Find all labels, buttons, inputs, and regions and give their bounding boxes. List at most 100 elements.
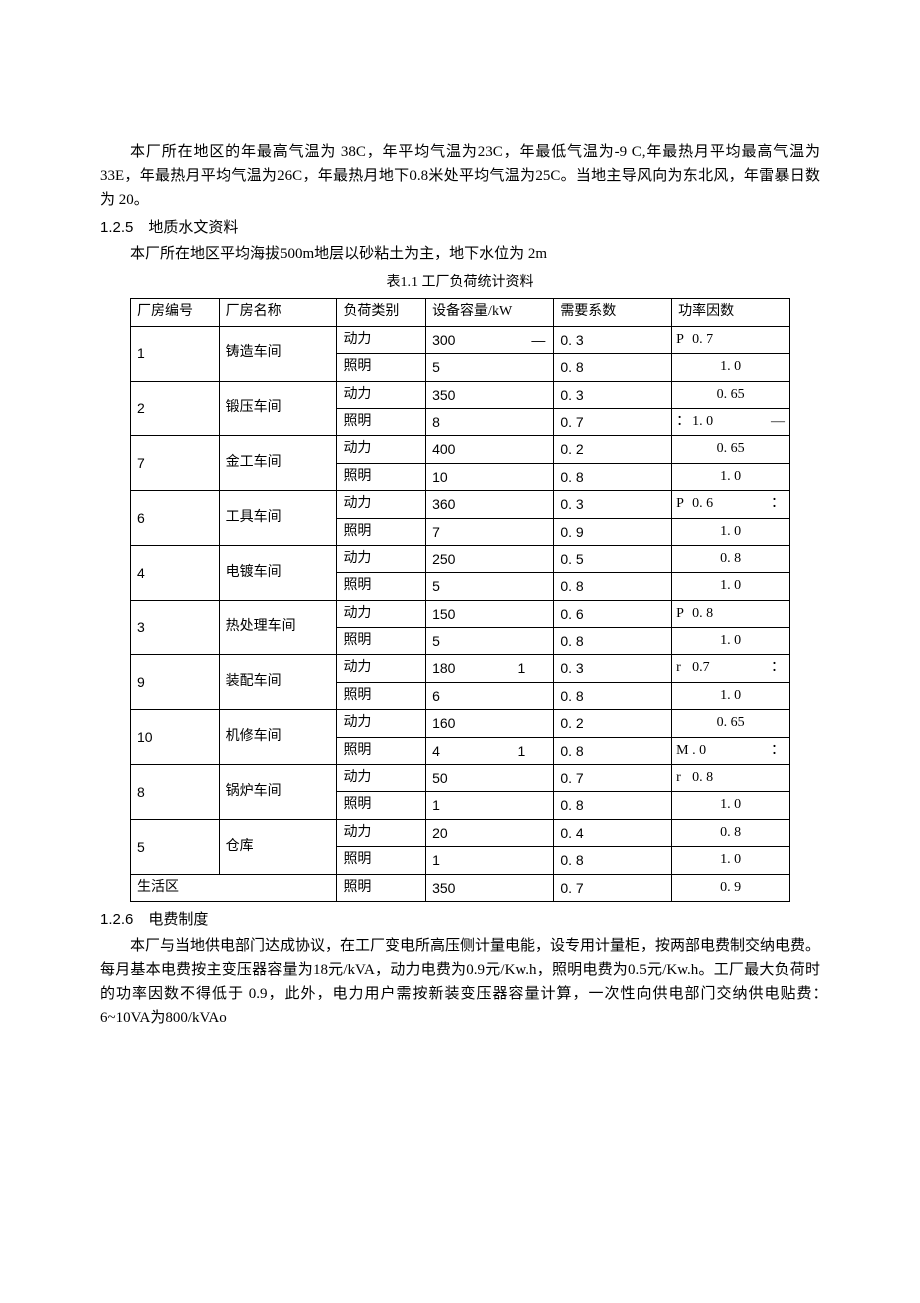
cell-pf: M. 0： [672, 737, 790, 764]
cell-capacity: 350 [426, 874, 554, 901]
cell-name: 仓库 [219, 819, 337, 874]
section-title: 电费制度 [148, 912, 208, 928]
cell-no: 5 [131, 819, 220, 874]
cell-type: 动力 [337, 765, 426, 792]
cell-no: 4 [131, 545, 220, 600]
cell-pf: 1. 0 [672, 573, 790, 600]
cell-capacity: 6 [426, 682, 554, 709]
cell-no: 8 [131, 765, 220, 820]
cell-no: 3 [131, 600, 220, 655]
cell-pf: 0. 65 [672, 710, 790, 737]
cell-no: 6 [131, 491, 220, 546]
cell-capacity: 1 [426, 847, 554, 874]
cell-pf: 1. 0 [672, 628, 790, 655]
cell-type: 照明 [337, 573, 426, 600]
cell-name: 生活区 [131, 874, 337, 901]
cell-coef: 0. 8 [554, 792, 672, 819]
cell-type: 动力 [337, 381, 426, 408]
cell-type: 照明 [337, 463, 426, 490]
cell-name: 装配车间 [219, 655, 337, 710]
cell-name: 热处理车间 [219, 600, 337, 655]
table-title: 表1.1 工厂负荷统计资料 [100, 272, 820, 294]
table-row: 6工具车间动力3600. 3P0. 6： [131, 491, 790, 518]
cell-no: 9 [131, 655, 220, 710]
table-row: 1铸造车间动力300—0. 3P0. 7 [131, 326, 790, 353]
cell-no: 10 [131, 710, 220, 765]
col-cap: 设备容量/kW [426, 299, 554, 326]
col-type: 负荷类别 [337, 299, 426, 326]
cell-name: 机修车间 [219, 710, 337, 765]
cell-type: 照明 [337, 682, 426, 709]
cell-pf: P0. 8 [672, 600, 790, 627]
intro-paragraph: 本厂所在地区的年最高气温为 38C，年平均气温为23C，年最低气温为-9 C,年… [100, 140, 820, 212]
cell-type: 照明 [337, 874, 426, 901]
section-number: 1.2.5 [100, 219, 133, 236]
cell-coef: 0. 7 [554, 408, 672, 435]
section-1-2-6-body: 本厂与当地供电部门达成协议，在工厂变电所高压侧计量电能，设专用计量柜，按两部电费… [100, 934, 820, 1030]
cell-name: 金工车间 [219, 436, 337, 491]
cell-capacity: 8 [426, 408, 554, 435]
col-pf: 功率因数 [672, 299, 790, 326]
table-row: 3热处理车间动力1500. 6P0. 8 [131, 600, 790, 627]
cell-capacity: 5 [426, 628, 554, 655]
cell-pf: P0. 7 [672, 326, 790, 353]
cell-type: 照明 [337, 628, 426, 655]
table-row: 2锻压车间动力3500. 30. 65 [131, 381, 790, 408]
cell-type: 照明 [337, 518, 426, 545]
table-row: 9装配车间动力18010. 3r0.7： [131, 655, 790, 682]
cell-type: 照明 [337, 408, 426, 435]
cell-capacity: 300— [426, 326, 554, 353]
table-row: 7金工车间动力4000. 20. 65 [131, 436, 790, 463]
cell-pf: 0. 65 [672, 436, 790, 463]
cell-name: 锻压车间 [219, 381, 337, 436]
cell-no: 1 [131, 326, 220, 381]
cell-coef: 0. 5 [554, 545, 672, 572]
cell-capacity: 10 [426, 463, 554, 490]
cell-no: 7 [131, 436, 220, 491]
table-row: 8锅炉车间动力500. 7r0. 8 [131, 765, 790, 792]
col-name: 厂房名称 [219, 299, 337, 326]
col-no: 厂房编号 [131, 299, 220, 326]
cell-capacity: 360 [426, 491, 554, 518]
cell-capacity: 250 [426, 545, 554, 572]
cell-coef: 0. 2 [554, 710, 672, 737]
cell-coef: 0. 7 [554, 765, 672, 792]
cell-capacity: 150 [426, 600, 554, 627]
table-row: 10机修车间动力1600. 20. 65 [131, 710, 790, 737]
cell-coef: 0. 3 [554, 326, 672, 353]
section-number: 1.2.6 [100, 911, 133, 928]
table-header-row: 厂房编号 厂房名称 负荷类别 设备容量/kW 需要系数 功率因数 [131, 299, 790, 326]
cell-capacity: 5 [426, 573, 554, 600]
cell-type: 动力 [337, 710, 426, 737]
cell-type: 动力 [337, 545, 426, 572]
cell-type: 动力 [337, 655, 426, 682]
cell-coef: 0. 8 [554, 354, 672, 381]
cell-capacity: 5 [426, 354, 554, 381]
cell-coef: 0. 8 [554, 463, 672, 490]
cell-capacity: 400 [426, 436, 554, 463]
cell-type: 动力 [337, 326, 426, 353]
cell-coef: 0. 8 [554, 737, 672, 764]
load-statistics-table: 厂房编号 厂房名称 负荷类别 设备容量/kW 需要系数 功率因数 1铸造车间动力… [130, 298, 790, 902]
cell-type: 照明 [337, 354, 426, 381]
cell-name: 铸造车间 [219, 326, 337, 381]
cell-capacity: 160 [426, 710, 554, 737]
cell-coef: 0. 8 [554, 573, 672, 600]
cell-coef: 0. 3 [554, 491, 672, 518]
cell-name: 电镀车间 [219, 545, 337, 600]
cell-pf: P0. 6： [672, 491, 790, 518]
cell-pf: 0. 65 [672, 381, 790, 408]
cell-pf: 1. 0 [672, 847, 790, 874]
col-coef: 需要系数 [554, 299, 672, 326]
cell-capacity: 41 [426, 737, 554, 764]
cell-name: 锅炉车间 [219, 765, 337, 820]
cell-capacity: 7 [426, 518, 554, 545]
table-row: 5仓库动力200. 40. 8 [131, 819, 790, 846]
section-1-2-5-heading: 1.2.5 地质水文资料 [100, 216, 820, 240]
cell-coef: 0. 8 [554, 628, 672, 655]
cell-coef: 0. 4 [554, 819, 672, 846]
cell-capacity: 1801 [426, 655, 554, 682]
cell-pf: 1. 0 [672, 682, 790, 709]
cell-coef: 0. 8 [554, 682, 672, 709]
cell-coef: 0. 7 [554, 874, 672, 901]
